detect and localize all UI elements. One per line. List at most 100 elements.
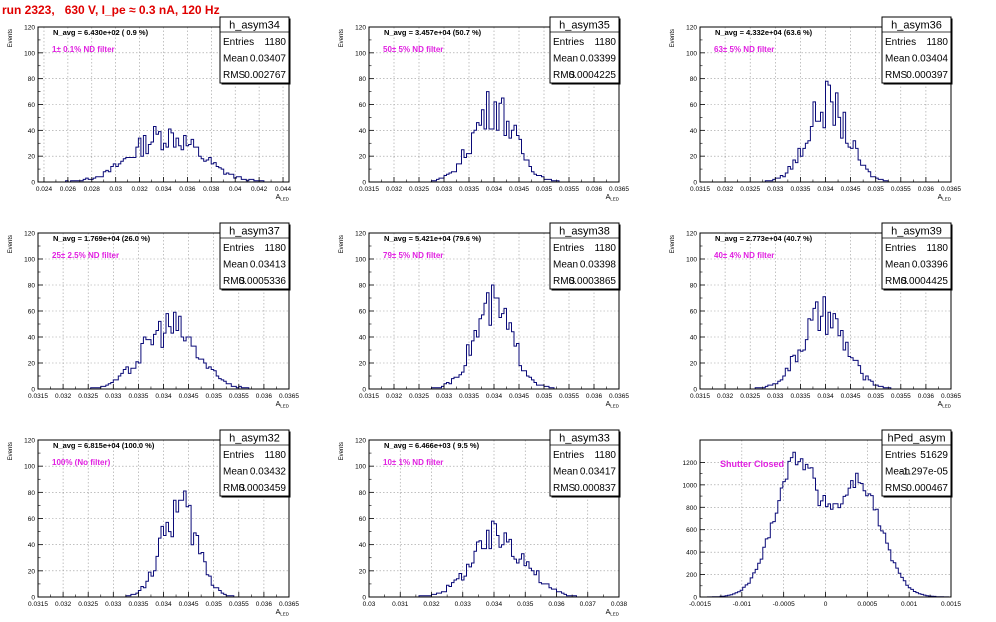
x-tick-label: 0.032 (386, 186, 403, 193)
x-tick-label: 0.036 (256, 601, 273, 608)
y-tick-label: 1000 (683, 482, 698, 489)
stats-box (549, 222, 620, 290)
x-axis-title: ALED (938, 401, 952, 409)
stats-mean-value: 0.03399 (580, 54, 617, 65)
x-tick-label: 0.024 (36, 186, 53, 193)
stats-entries-value: 1180 (594, 243, 616, 254)
x-tick-label: 0.035 (536, 186, 553, 193)
x-axis-title: ALED (276, 401, 290, 409)
x-tick-label: 0.0355 (229, 393, 249, 400)
stats-entries-label: Entries (223, 37, 254, 48)
x-tick-label: 0.034 (486, 601, 503, 608)
x-tick-label: 0.036 (179, 186, 196, 193)
stats-entries-label: Entries (885, 450, 916, 461)
x-tick-label: 0.0335 (459, 393, 479, 400)
x-tick-label: 0.036 (586, 186, 603, 193)
x-tick-label: 0.033 (767, 186, 784, 193)
stats-box-title: h_asym36 (891, 20, 942, 32)
x-tick-label: 0.0315 (690, 393, 710, 400)
y-tick-label: 60 (690, 309, 698, 316)
y-tick-label: 40 (359, 335, 367, 342)
histogram-line (369, 520, 619, 598)
y-tick-label: 0 (693, 180, 697, 187)
y-axis-title: Events (8, 235, 14, 253)
x-tick-label: 0.0345 (509, 393, 529, 400)
x-tick-label: 0.035 (868, 186, 885, 193)
x-tick-label: 0.036 (918, 186, 935, 193)
stats-rms-label: RMS (223, 276, 246, 287)
x-tick-label: 0.032 (55, 601, 72, 608)
x-tick-label: 0.033 (436, 186, 453, 193)
x-tick-label: 0.0355 (891, 186, 911, 193)
x-axis-title: ALED (606, 401, 620, 409)
stats-box (219, 16, 290, 84)
stats-rms-value: 0.0005336 (239, 276, 287, 287)
stats-box-title: h_asym32 (229, 433, 280, 445)
x-tick-label: 0.0345 (841, 186, 861, 193)
y-axis-title: Events (8, 29, 14, 47)
y-axis-title: Events (670, 235, 676, 253)
y-tick-label: 20 (690, 154, 698, 161)
x-tick-label: 0.037 (580, 601, 597, 608)
stats-mean-label: Mean (885, 260, 910, 271)
y-tick-label: 40 (28, 128, 36, 135)
filter-label: 50± 5% ND filter (383, 45, 443, 54)
filter-label: Shutter Closed (720, 459, 784, 469)
stats-mean-label: Mean (223, 260, 248, 271)
y-tick-label: 80 (28, 76, 36, 83)
y-tick-label: 60 (28, 309, 36, 316)
y-tick-label: 20 (28, 154, 36, 161)
x-tick-label: 0.032 (131, 186, 148, 193)
y-tick-label: 80 (690, 283, 698, 290)
stats-box-title: h_asym33 (559, 433, 610, 445)
navg-label: N_avg = 6.466e+03 ( 9.5 %) (384, 441, 480, 450)
x-tick-label: 0.036 (918, 393, 935, 400)
panel-h_asym35: 0.0315 0.032 0.0325 0.033 0.0335 0.034 0.0345 0… (339, 16, 629, 202)
y-tick-label: 0 (31, 387, 35, 394)
x-tick-label: 0.0355 (559, 186, 579, 193)
stats-box (881, 16, 952, 84)
y-axis-title: Events (339, 29, 345, 47)
y-tick-label: 100 (24, 464, 35, 471)
stats-mean-value: 0.03407 (250, 54, 287, 65)
stats-box (881, 429, 952, 497)
panel-h_asym39: 0.0315 0.032 0.0325 0.033 0.0335 0.034 0.0345 0… (670, 222, 961, 409)
stats-entries-label: Entries (885, 243, 916, 254)
stats-mean-value: 0.03396 (912, 260, 949, 271)
x-tick-label: 0 (824, 601, 828, 608)
y-tick-label: 100 (355, 257, 366, 264)
y-tick-label: 0 (362, 180, 366, 187)
x-tick-label: -0.0005 (773, 601, 795, 608)
filter-label: 25± 2.5% ND filter (52, 251, 119, 260)
stats-mean-value: 0.03417 (580, 467, 617, 478)
x-tick-label: 0.032 (717, 393, 734, 400)
stats-entries-value: 1180 (264, 243, 286, 254)
stats-box-title: hPed_asym (887, 433, 945, 445)
y-tick-label: 120 (686, 25, 697, 32)
stats-mean-label: Mean (553, 54, 578, 65)
x-axis-title: ALED (606, 194, 620, 202)
y-tick-label: 80 (28, 283, 36, 290)
stats-mean-value: 0.03432 (250, 467, 287, 478)
y-tick-label: 80 (28, 490, 36, 497)
stats-box (881, 222, 952, 290)
y-tick-label: 80 (359, 283, 367, 290)
y-tick-label: 80 (690, 76, 698, 83)
x-tick-label: 0.035 (206, 393, 223, 400)
x-tick-label: 0.026 (60, 186, 77, 193)
x-tick-label: 0.032 (423, 601, 440, 608)
x-tick-label: 0.0015 (941, 601, 961, 608)
y-tick-label: 40 (690, 335, 698, 342)
stats-mean-value: 0.03398 (580, 260, 617, 271)
stats-rms-label: RMS (553, 483, 576, 494)
stats-mean-label: Mean (553, 260, 578, 271)
x-tick-label: 0.0315 (28, 601, 48, 608)
x-tick-label: 0.0355 (891, 393, 911, 400)
x-tick-label: 0.0335 (790, 393, 810, 400)
x-tick-label: 0.034 (817, 186, 834, 193)
stats-entries-value: 1180 (264, 37, 286, 48)
stats-box-title: h_asym34 (229, 20, 280, 32)
y-tick-label: 80 (359, 490, 367, 497)
x-tick-label: 0.0005 (857, 601, 877, 608)
